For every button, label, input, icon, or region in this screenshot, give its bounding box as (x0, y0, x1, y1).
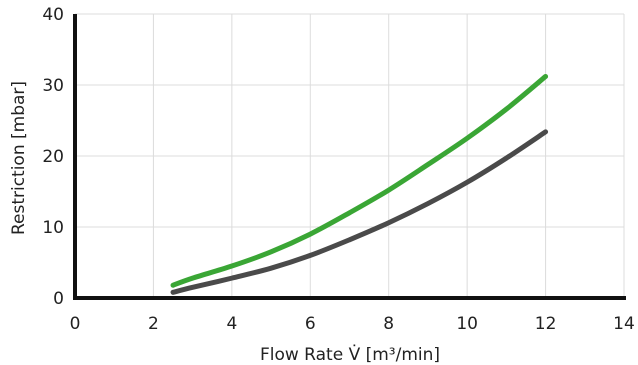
x-axis-title: Flow Rate V̇ [m³/min] (260, 344, 440, 365)
series-line-1 (170, 73, 549, 288)
y-axis-title: Restriction [mbar] (9, 81, 29, 235)
tick-labels: 0 2 4 6 8 10 12 14 0 10 20 30 40 (42, 5, 634, 334)
y-tick-label: 0 (53, 289, 64, 309)
x-tick-label: 10 (456, 314, 478, 334)
x-tick-label: 2 (148, 314, 159, 334)
y-tick-label: 30 (42, 76, 64, 96)
series-lines (170, 73, 549, 295)
y-tick-label: 40 (42, 5, 64, 25)
x-tick-label: 6 (305, 314, 316, 334)
series-line-2 (170, 129, 549, 295)
grid (75, 13, 625, 298)
x-tick-label: 14 (613, 314, 635, 334)
y-tick-label: 20 (42, 147, 64, 167)
x-tick-label: 4 (226, 314, 237, 334)
x-tick-label: 0 (70, 314, 81, 334)
axes (73, 14, 626, 300)
x-tick-label: 12 (535, 314, 557, 334)
y-tick-label: 10 (42, 218, 64, 238)
x-tick-label: 8 (383, 314, 394, 334)
